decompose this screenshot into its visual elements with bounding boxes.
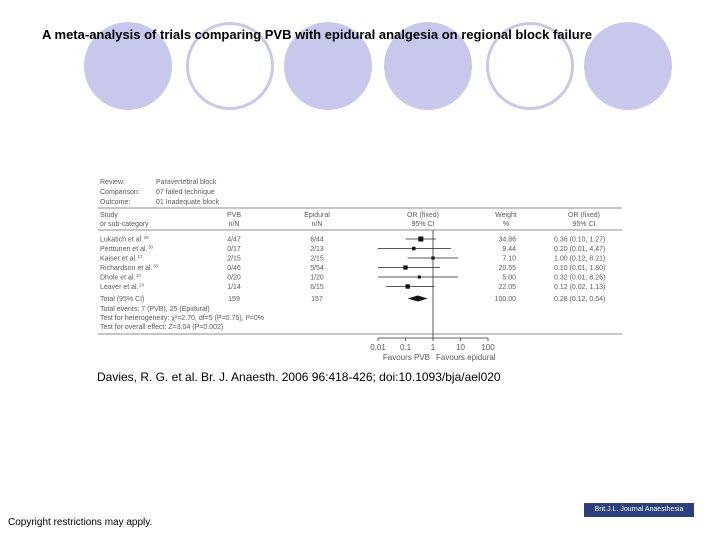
x-tick-label: 1 — [431, 343, 436, 352]
col-epidural-subheader: n/N — [312, 221, 323, 228]
study-name: Richardson et al. — [100, 265, 153, 272]
col-study-header: Study — [100, 212, 118, 219]
slide-title: A meta-analysis of trials comparing PVB … — [42, 27, 592, 42]
study-ref: 10 — [136, 273, 142, 278]
study-pvb: 0/20 — [227, 275, 241, 282]
study-ref: 28 — [144, 235, 150, 240]
study-name: Kaiser et al. — [100, 256, 137, 263]
study-weight: 5.00 — [502, 275, 516, 282]
col-epidural-header: Epidural — [304, 212, 330, 219]
study-pvb: 0/17 — [227, 246, 241, 253]
study-ref: 30 — [148, 245, 154, 250]
study-pvb: 4/47 — [227, 237, 241, 244]
copyright-notice: Copyright restrictions may apply. — [8, 517, 153, 528]
study-weight: 7.10 — [502, 256, 516, 263]
study-pvb: 1/14 — [227, 284, 241, 291]
col-ci-subheader: 95% CI — [573, 221, 596, 228]
col-weight-header: Weight — [495, 212, 517, 219]
study-epidural: 2/15 — [310, 256, 324, 263]
header-comparison-label: Comparison: — [100, 189, 140, 196]
header-comparison-value: 07 failed technique — [156, 189, 215, 196]
study-epidural: 5/54 — [310, 265, 324, 272]
x-tick-label: 0.1 — [400, 343, 412, 352]
study-name: Dhole et al. — [100, 275, 135, 282]
x-axis-left-label: Favours PVB — [383, 353, 430, 362]
total-diamond — [407, 295, 428, 302]
total-label: Total (95% CI) — [100, 296, 144, 303]
decorative-circle — [384, 22, 472, 110]
col-weight-subheader: % — [503, 221, 509, 228]
study-name: Perttunen et al. — [100, 246, 148, 253]
study-ci: 0.10 (0.01, 1.80) — [554, 265, 605, 272]
total-weight: 100.00 — [495, 296, 517, 303]
study-name: Lukatich et al. — [100, 237, 143, 244]
study-weight: 9.44 — [502, 246, 516, 253]
study-ref: 24 — [139, 283, 145, 288]
study-pvb: 0/46 — [227, 265, 241, 272]
total-ci: 0.28 (0.12, 0.64) — [554, 296, 605, 303]
figure-citation: Davies, R. G. et al. Br. J. Anaesth. 200… — [97, 370, 501, 384]
total-epidural: 157 — [311, 296, 323, 303]
col-or-subheader: 95% CI — [412, 221, 435, 228]
study-point — [417, 275, 421, 279]
decorative-circle — [284, 22, 372, 110]
col-pvb-subheader: n/N — [229, 221, 240, 228]
decorative-circle — [84, 22, 172, 110]
decorative-circle — [584, 22, 672, 110]
study-point — [412, 246, 416, 251]
study-epidural: 2/13 — [310, 246, 324, 253]
study-ci: 0.32 (0.01, 8.26) — [554, 275, 605, 282]
study-ci: 0.20 (0.01, 4.47) — [554, 246, 605, 253]
journal-logo: Brit.J.L. Journal Anaesthesia — [584, 503, 694, 517]
x-axis-right-label: Favours epidural — [436, 353, 496, 362]
study-point — [403, 265, 408, 270]
study-name: Leaver et al. — [100, 284, 139, 291]
study-epidural: 6/44 — [310, 237, 324, 244]
study-epidural: 1/20 — [310, 275, 324, 282]
col-study-subheader: or sub-category — [100, 221, 149, 228]
study-ci: 1.00 (0.12, 8.21) — [554, 256, 605, 263]
col-or-header: OR (fixed) — [407, 212, 439, 219]
study-weight: 20.55 — [498, 265, 516, 272]
header-outcome-value: 01 Inadequate block — [156, 199, 220, 206]
header-outcome-label: Outcome: — [100, 199, 130, 206]
x-tick-label: 0.01 — [370, 343, 386, 352]
study-pvb: 2/15 — [227, 256, 241, 263]
col-ci-header: OR (fixed) — [568, 212, 600, 219]
study-ref: 38 — [153, 264, 159, 269]
study-point — [405, 284, 410, 289]
study-weight: 22.05 — [498, 284, 516, 291]
forest-plot: Review: Paravertebral block Comparison: … — [98, 179, 622, 362]
study-ci: 0.12 (0.02, 1.13) — [554, 284, 605, 291]
header-review-label: Review: — [100, 179, 125, 186]
col-pvb-header: PVB — [227, 212, 241, 219]
footnote-heterogeneity: Test for heterogeneity: χ²=2.70, df=5 (P… — [100, 315, 264, 322]
header-review-value: Paravertebral block — [156, 179, 217, 186]
x-tick-label: 100 — [481, 343, 495, 352]
footnote-events: Total events: 7 (PVB), 25 (Epidural) — [100, 306, 210, 313]
footnote-overall-effect: Test for overall effect: Z=3.04 (P=0.002… — [100, 324, 223, 331]
decorative-ring — [486, 22, 574, 110]
study-epidural: 6/15 — [310, 284, 324, 291]
total-pvb: 159 — [228, 296, 240, 303]
study-point — [418, 236, 424, 242]
decorative-ring — [186, 22, 274, 110]
x-tick-label: 10 — [456, 343, 465, 352]
study-weight: 34.86 — [498, 237, 516, 244]
study-ci: 0.36 (0.10, 1.27) — [554, 237, 605, 244]
study-ref: 17 — [137, 254, 143, 259]
